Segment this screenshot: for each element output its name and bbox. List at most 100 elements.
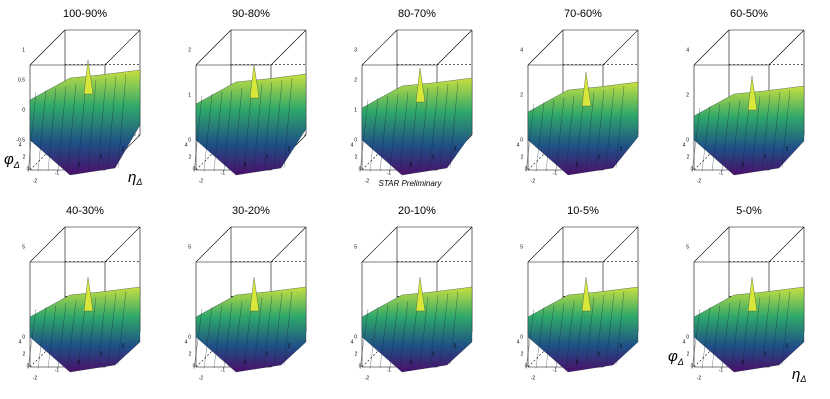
- surface-grid: [691, 308, 701, 370]
- surface-grid: [369, 97, 379, 172]
- x-tick-label: 2: [786, 343, 789, 349]
- box-edge: [361, 226, 398, 263]
- x-tick-label: -2: [33, 375, 38, 381]
- surface-grid: [107, 75, 117, 169]
- z-tick-label: 5: [22, 244, 25, 250]
- y-tick-label: 2: [521, 154, 524, 160]
- surface-grid: [555, 302, 565, 368]
- x-tick-label: -2: [697, 178, 702, 184]
- peak: [415, 276, 426, 312]
- y-tick-label: 0: [525, 363, 528, 369]
- z-tick-label: 5: [520, 244, 523, 250]
- y-tick-label: 0: [27, 166, 30, 172]
- surface-grid: [525, 308, 535, 370]
- surface-grid: [701, 105, 711, 172]
- surface-grid: [761, 93, 771, 169]
- surface-grid: [283, 77, 293, 168]
- x-tick-label: -1: [553, 367, 558, 373]
- x-tick-label: -1: [55, 367, 60, 373]
- surface-grid: [399, 91, 409, 171]
- surface: [527, 81, 639, 176]
- surface-grid: [731, 99, 741, 171]
- surface-grid: [605, 87, 615, 169]
- annotation: STAR Preliminary: [379, 179, 443, 188]
- panel-title: 60-50%: [730, 8, 768, 20]
- x-tick-label: -1: [553, 170, 558, 176]
- z-tick-label: 2: [188, 47, 191, 53]
- surface-grid: [565, 300, 575, 368]
- z-tick-label: 3: [354, 47, 357, 53]
- box-edge: [29, 29, 66, 66]
- surface-grid: [273, 79, 283, 169]
- surface-grid: [535, 101, 545, 172]
- z-tick-label: 0: [188, 334, 191, 340]
- surface-grid: [233, 87, 243, 171]
- z-tick-label: 2: [354, 77, 357, 83]
- box-edge: [436, 29, 473, 66]
- z-tick-label: 1: [188, 92, 191, 98]
- surface-grid: [595, 89, 605, 169]
- surface-grid: [449, 290, 459, 365]
- z-tick-label: -0.5: [16, 137, 25, 143]
- box-edge: [270, 226, 307, 263]
- x-tick-label: 1: [432, 351, 435, 357]
- surface-grid: [369, 306, 379, 369]
- x-tick-label: -2: [365, 375, 370, 381]
- surface-grid: [97, 77, 107, 169]
- surface-grid: [771, 91, 781, 169]
- z-tick-label: 1: [22, 47, 25, 53]
- subscript: Δ: [135, 177, 142, 187]
- subscript: Δ: [13, 160, 20, 170]
- surface-grid: [67, 83, 77, 171]
- panel-title: 80-70%: [398, 8, 436, 20]
- y-tick-label: 0: [359, 166, 362, 172]
- y-tick-label: 4: [351, 142, 354, 148]
- symbol: η: [128, 169, 136, 186]
- x-tick-label: 1: [266, 351, 269, 357]
- surface-grid: [379, 95, 389, 172]
- panel-title: 90-80%: [232, 8, 270, 20]
- z-tick-label: 5: [188, 244, 191, 250]
- surface-grid: [429, 294, 439, 366]
- x-tick-label: 2: [454, 343, 457, 349]
- box-edge: [104, 29, 141, 66]
- peak: [83, 59, 94, 95]
- surface-grid: [97, 294, 107, 366]
- x-tick-label: 2: [122, 343, 125, 349]
- peak: [415, 67, 426, 103]
- surface-grid: [117, 290, 127, 365]
- surface-grid: [263, 294, 273, 366]
- surface-grid: [263, 81, 273, 169]
- y-tick-label: 2: [23, 351, 26, 357]
- y-tick-label: 0: [525, 166, 528, 172]
- surface-grid: [27, 91, 37, 173]
- z-tick-label: 5: [354, 244, 357, 250]
- surface-grid: [253, 296, 263, 367]
- x-tick-label: 1: [598, 154, 601, 160]
- surface-grid: [565, 95, 575, 171]
- z-tick-label: 0: [188, 137, 191, 143]
- x-tick-label: -2: [531, 375, 536, 381]
- surface-grid: [283, 290, 293, 365]
- x-tick-label: 0: [576, 359, 579, 365]
- surface-grid: [615, 85, 625, 168]
- surface-grid: [585, 91, 595, 170]
- x-tick-label: -1: [387, 367, 392, 373]
- surface-grid: [721, 101, 731, 171]
- surface-grid: [47, 87, 57, 172]
- surface-grid: [711, 103, 721, 172]
- x-tick-label: 2: [288, 343, 291, 349]
- surface: [527, 286, 639, 373]
- surface-grid: [595, 294, 605, 366]
- surface-grid: [545, 99, 555, 172]
- surface: [361, 77, 473, 176]
- surface-grid: [243, 85, 253, 170]
- x-tick-label: -1: [221, 367, 226, 373]
- surface: [29, 69, 141, 176]
- surface-grid: [57, 302, 67, 368]
- y-tick-label: 2: [189, 154, 192, 160]
- x-tick-label: 2: [620, 343, 623, 349]
